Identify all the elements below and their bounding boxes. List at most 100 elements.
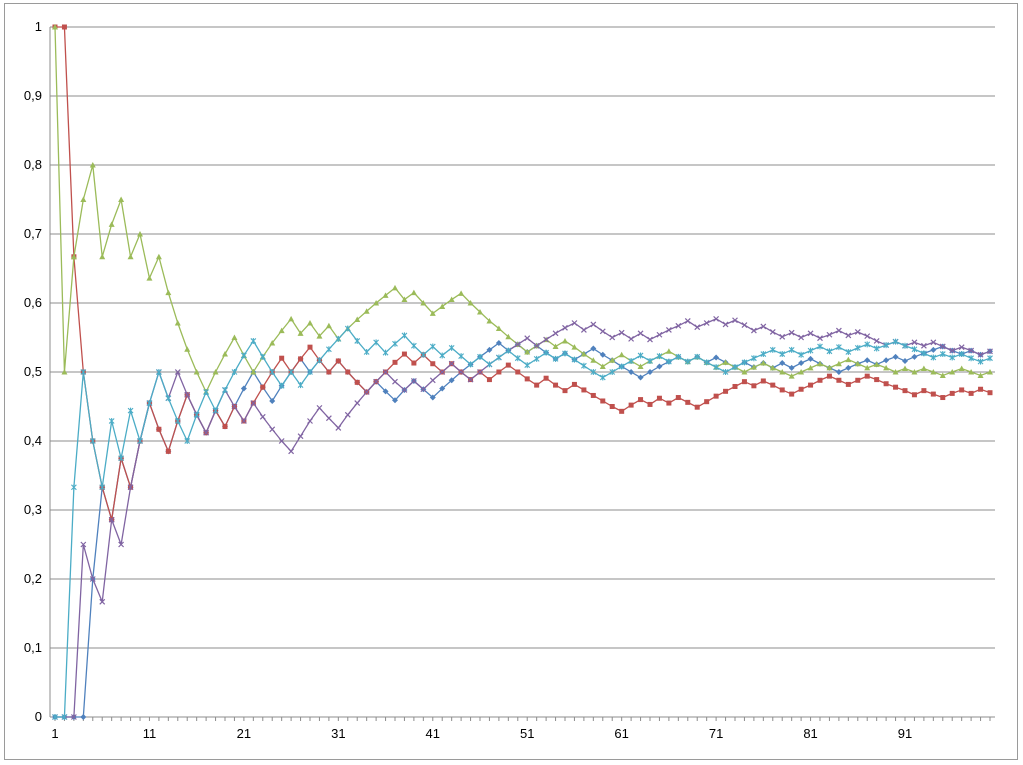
- y-tick-label: 0,6: [24, 295, 42, 310]
- data-point: [599, 351, 606, 358]
- data-point: [279, 355, 285, 361]
- data-point: [845, 356, 852, 363]
- data-point: [958, 344, 965, 351]
- data-point: [713, 315, 720, 322]
- data-point: [80, 714, 87, 720]
- data-point: [439, 303, 446, 309]
- data-point: [580, 326, 587, 333]
- data-point: [760, 351, 767, 358]
- data-point: [297, 433, 304, 440]
- data-point: [987, 355, 993, 362]
- y-tick-label: 0,7: [24, 226, 42, 241]
- data-point: [628, 402, 634, 408]
- data-point: [911, 346, 918, 353]
- data-point: [278, 438, 285, 444]
- data-point: [70, 714, 77, 720]
- data-point: [864, 364, 871, 371]
- data-point: [571, 356, 578, 363]
- data-point: [401, 296, 408, 303]
- data-point: [921, 388, 927, 394]
- data-point: [628, 335, 635, 342]
- data-point: [61, 369, 68, 375]
- data-point: [694, 404, 700, 410]
- data-point: [978, 386, 984, 392]
- data-point: [704, 399, 710, 405]
- data-point: [590, 321, 597, 328]
- data-point: [968, 390, 974, 396]
- data-point: [751, 383, 757, 389]
- data-point: [920, 365, 927, 372]
- data-point: [401, 351, 407, 357]
- y-tick-label: 0,1: [24, 640, 42, 655]
- data-point: [892, 353, 899, 360]
- data-point: [108, 417, 115, 424]
- data-point: [562, 337, 568, 344]
- data-point: [836, 344, 842, 351]
- data-point: [496, 369, 502, 375]
- data-point: [203, 429, 210, 436]
- data-point: [713, 364, 719, 371]
- data-point: [514, 355, 521, 362]
- data-point: [89, 438, 96, 444]
- data-point: [108, 516, 115, 523]
- data-point: [694, 353, 701, 360]
- chart-frame: [4, 3, 1018, 760]
- data-point: [789, 391, 795, 397]
- data-point: [760, 360, 767, 366]
- series-group: [52, 24, 993, 720]
- data-point: [741, 359, 748, 366]
- data-point: [165, 395, 172, 402]
- data-point: [495, 325, 502, 332]
- x-tick-label: 81: [803, 726, 817, 741]
- data-point: [552, 355, 559, 362]
- data-point: [968, 347, 975, 354]
- x-tick-label: 71: [709, 726, 723, 741]
- data-point: [609, 369, 616, 375]
- data-point: [732, 317, 738, 324]
- data-point: [382, 388, 389, 395]
- data-point: [930, 391, 936, 397]
- data-point: [647, 336, 653, 343]
- data-point: [581, 387, 587, 393]
- data-point: [448, 377, 455, 384]
- data-point: [241, 352, 247, 359]
- y-tick-label: 0,4: [24, 433, 42, 448]
- data-point: [61, 24, 67, 30]
- data-point: [930, 339, 937, 346]
- data-point: [543, 349, 549, 356]
- data-point: [779, 333, 786, 340]
- data-point: [684, 358, 691, 365]
- data-point: [854, 344, 861, 351]
- data-point: [496, 354, 502, 361]
- data-point: [533, 355, 540, 362]
- data-point: [240, 418, 247, 424]
- data-point: [609, 357, 616, 363]
- data-point: [392, 378, 398, 385]
- data-point: [694, 324, 701, 331]
- y-tick-label: 1: [35, 19, 42, 34]
- data-point: [618, 329, 625, 336]
- data-point: [873, 338, 880, 344]
- data-point: [429, 377, 436, 384]
- data-point: [146, 275, 153, 281]
- data-point: [647, 401, 653, 407]
- data-point: [354, 316, 361, 323]
- data-point: [89, 576, 96, 582]
- data-point: [250, 337, 257, 344]
- data-point: [930, 354, 937, 361]
- data-point: [439, 385, 446, 392]
- data-point: [533, 342, 540, 349]
- data-point: [52, 714, 58, 720]
- data-point: [259, 413, 266, 420]
- data-point: [420, 351, 427, 358]
- data-point: [873, 361, 880, 367]
- data-point: [590, 369, 597, 375]
- data-point: [788, 329, 795, 336]
- data-point: [939, 372, 946, 378]
- data-point: [628, 357, 634, 364]
- data-point: [666, 400, 672, 406]
- data-point: [401, 332, 408, 339]
- data-point: [571, 320, 578, 326]
- data-point: [675, 322, 682, 329]
